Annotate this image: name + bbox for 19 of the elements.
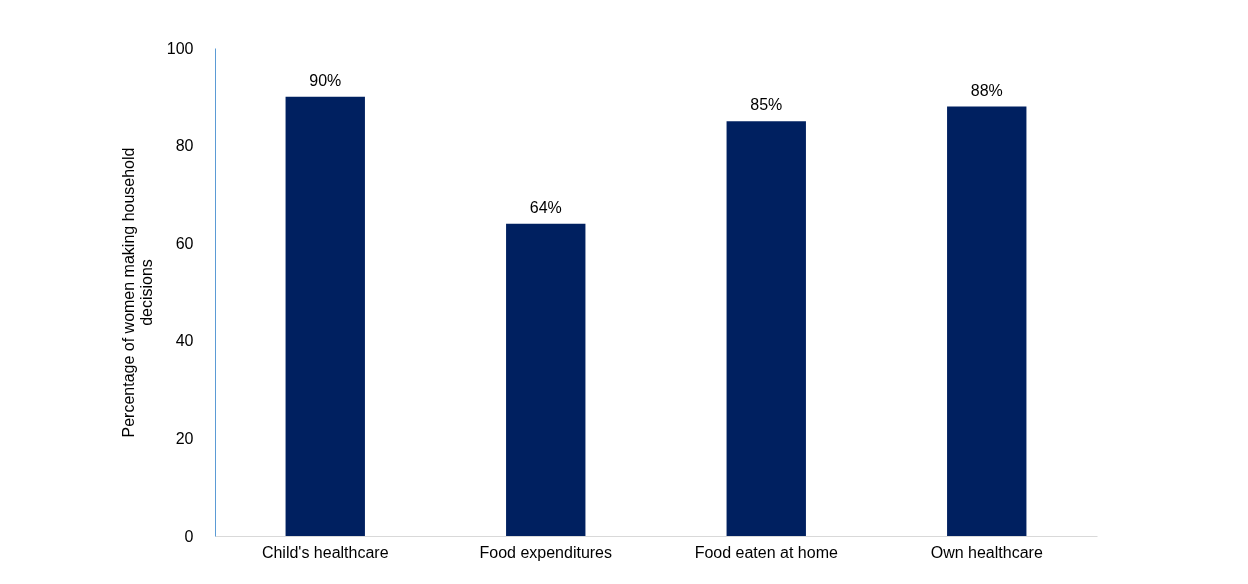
x-tick-label: Food eaten at home [694,543,838,561]
y-tick-label: 80 [175,137,194,155]
x-tick-label: Food expenditures [479,543,613,561]
y-tick-label: 40 [175,332,194,350]
bar [506,223,586,536]
y-tick-label: 100 [166,39,194,57]
y-axis-title: Percentage of women making household decisions [119,147,155,438]
y-tick-label: 20 [175,429,194,447]
bar [285,96,365,536]
y-tick-label: 60 [175,234,194,252]
data-label: 64% [529,198,562,216]
y-tick-label: 0 [184,527,194,545]
x-tick-label: Own healthcare [930,543,1043,561]
data-label: 90% [309,71,342,89]
data-label: 85% [750,96,783,114]
bar [726,121,806,536]
bar [947,106,1027,536]
data-label: 88% [970,81,1003,99]
x-tick-label: Child's healthcare [261,543,389,561]
